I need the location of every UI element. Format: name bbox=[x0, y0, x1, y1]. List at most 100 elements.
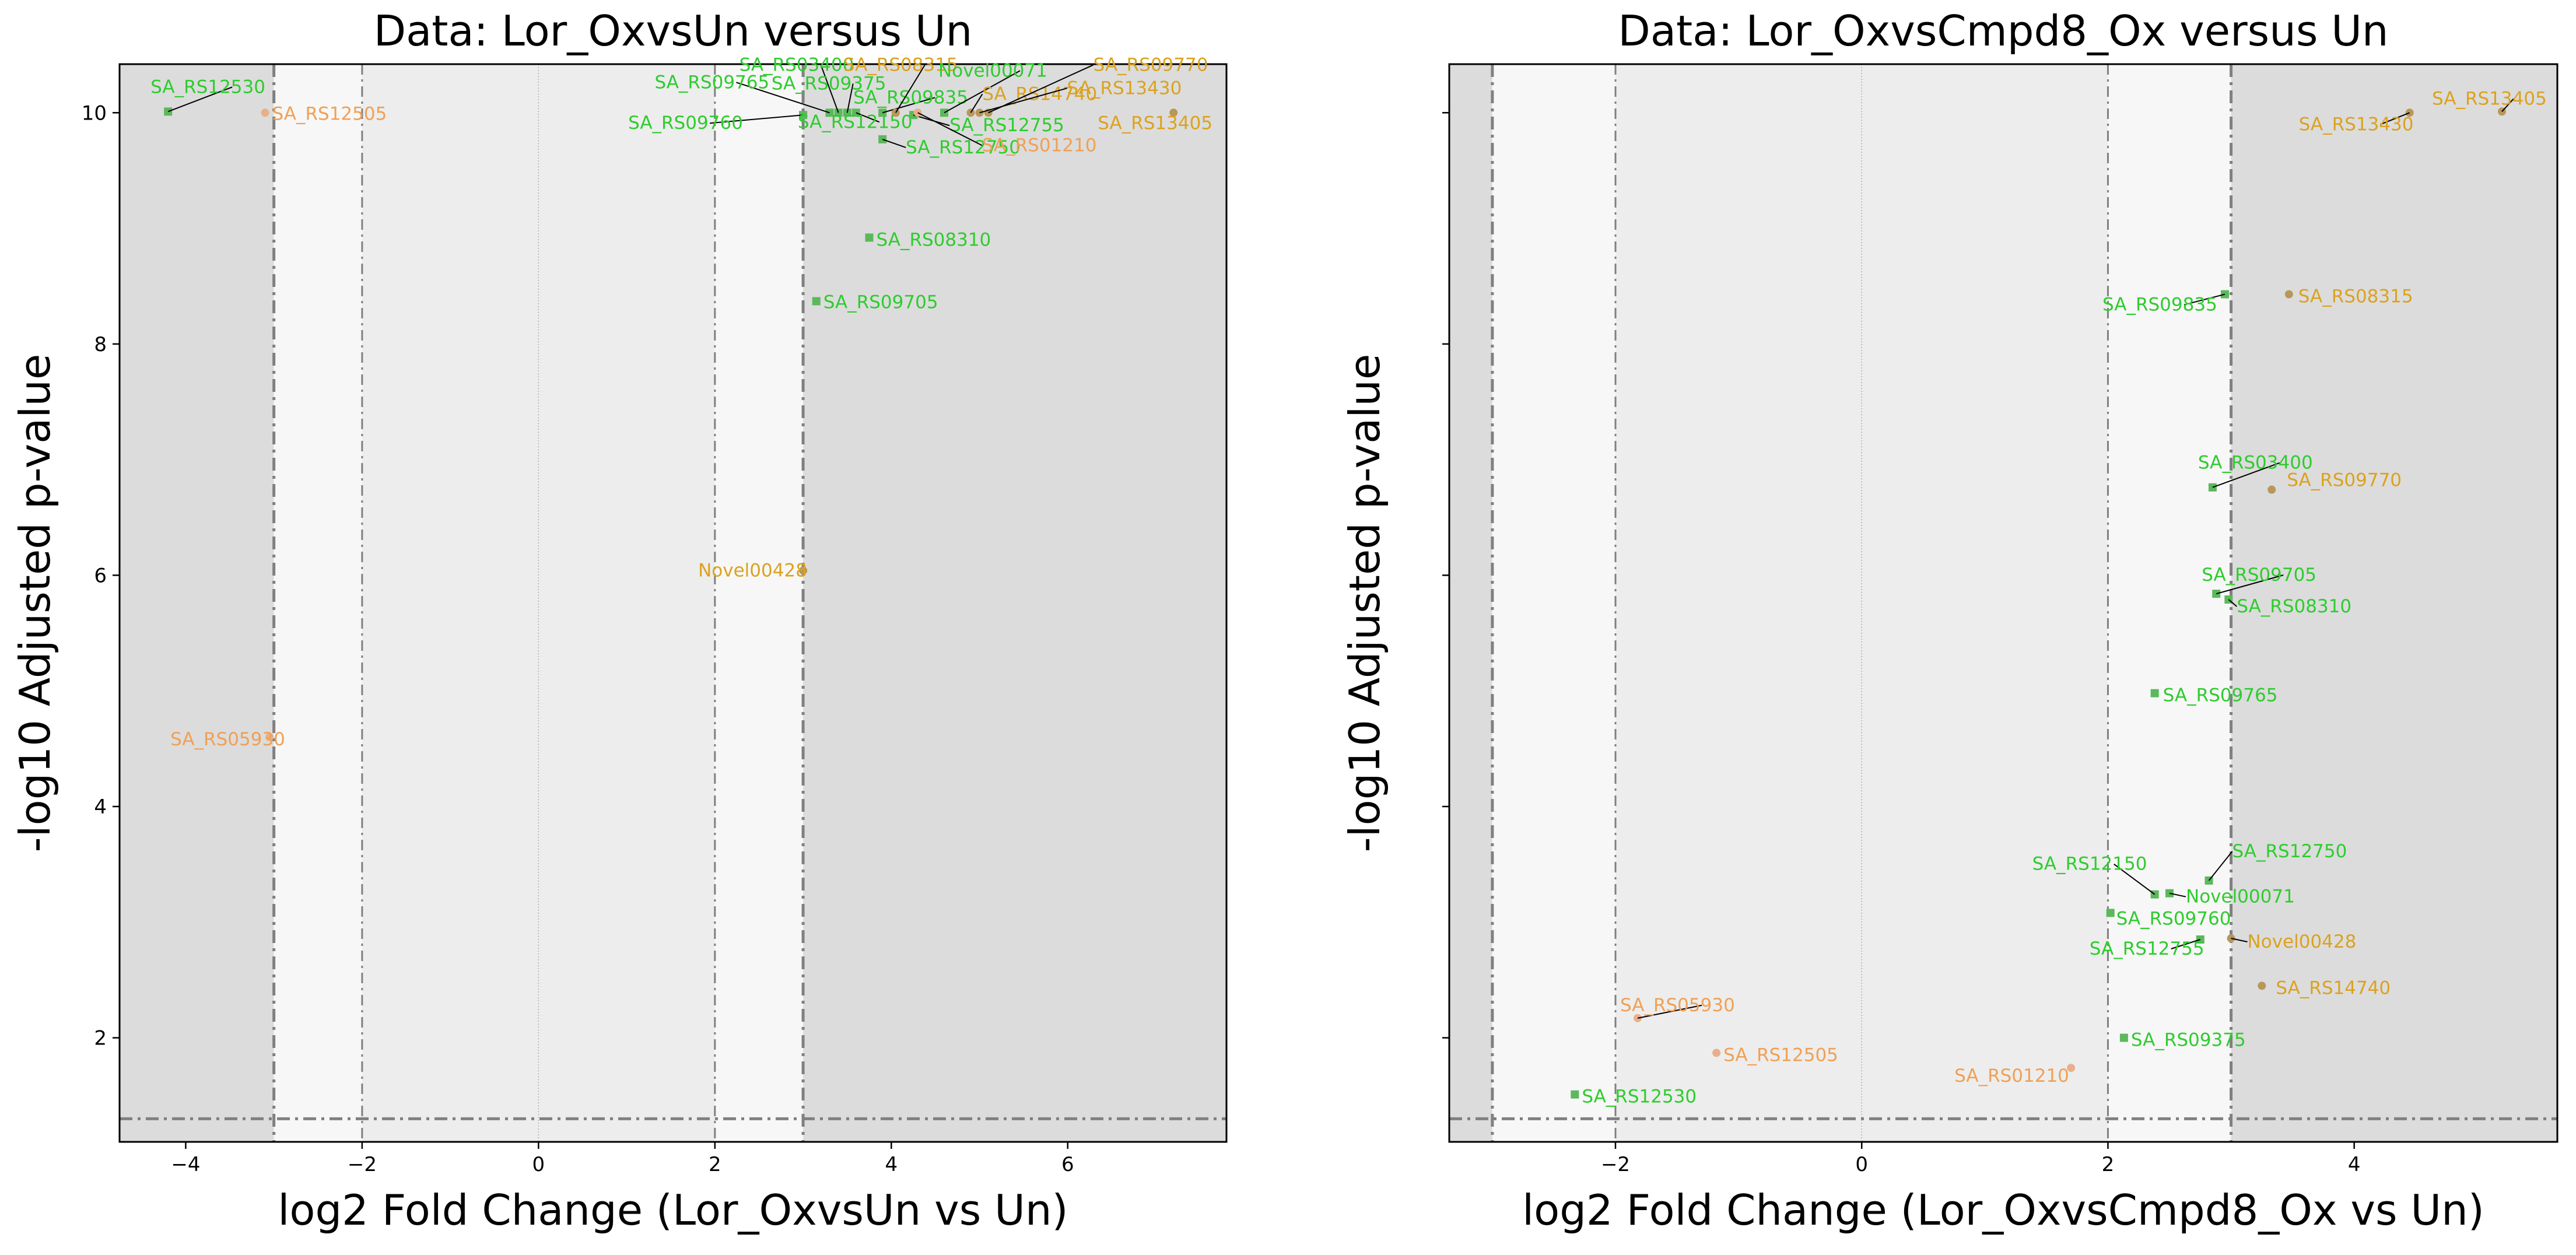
y-tick-label: 2 bbox=[94, 1027, 107, 1050]
label-leader bbox=[895, 64, 926, 113]
axes-frame bbox=[118, 63, 1228, 1143]
label-leader bbox=[820, 64, 839, 113]
point-label: SA_RS09770 bbox=[1094, 54, 1208, 75]
x-tick-label: 4 bbox=[885, 1153, 898, 1176]
point-marker bbox=[812, 297, 821, 306]
zone-mid-left bbox=[1492, 64, 1615, 1142]
zone-mid-right bbox=[2108, 64, 2231, 1142]
point-label: SA_RS05930 bbox=[1620, 995, 1735, 1016]
point-label: SA_RS09770 bbox=[2287, 470, 2402, 491]
point-label: SA_RS08310 bbox=[2237, 596, 2351, 617]
x-axis-label: log2 Fold Change (Lor_OxvsUn vs Un) bbox=[278, 1186, 1068, 1235]
point-label: SA_RS13405 bbox=[2432, 88, 2547, 109]
point-label: SA_RS09835 bbox=[853, 87, 968, 108]
x-tick-label: 2 bbox=[2102, 1153, 2115, 1176]
point-label: SA_RS12505 bbox=[1723, 1044, 1838, 1065]
y-axis-label: -log10 Adjusted p-value bbox=[10, 354, 59, 853]
label-leader bbox=[970, 93, 983, 113]
zone-outer-right bbox=[2231, 64, 2557, 1142]
point-label: Novel00428 bbox=[698, 560, 807, 581]
chart-panel-2: −2 0 2 4 Data: Lor_OxvsCmpd8_Ox versus Un log… bbox=[1340, 6, 2559, 1235]
label-leader bbox=[2114, 863, 2156, 895]
point-marker bbox=[2119, 1033, 2128, 1042]
x-tick-label: 6 bbox=[1061, 1153, 1074, 1176]
label-leader bbox=[2216, 574, 2284, 595]
point-marker bbox=[2258, 981, 2266, 990]
label-leader bbox=[2212, 462, 2280, 488]
point-label: SA_RS09375 bbox=[772, 73, 886, 94]
zone-mid-right bbox=[714, 64, 804, 1142]
label-leader bbox=[736, 82, 830, 114]
point-marker bbox=[1712, 1049, 1721, 1057]
point-label: Novel00071 bbox=[938, 60, 1047, 81]
point-label: SA_RS12755 bbox=[949, 115, 1064, 136]
zone-mid-left bbox=[274, 64, 362, 1142]
point-marker bbox=[2106, 909, 2115, 917]
point-label: SA_RS09765 bbox=[654, 72, 769, 93]
y-axis-label: -log10 Adjusted p-value bbox=[1340, 354, 1389, 853]
point-marker bbox=[2267, 485, 2276, 494]
label-leader bbox=[856, 112, 880, 123]
point-label: SA_RS12750 bbox=[2232, 841, 2347, 862]
x-tick-label: −2 bbox=[1601, 1153, 1630, 1176]
zone-outer-right bbox=[803, 64, 1226, 1142]
y-tick-label: 10 bbox=[82, 101, 107, 125]
chart-panel-1: −4 −2 0 2 4 6 2 4 6 8 10 Data: Lor_OxvsUn versus Un… bbox=[10, 6, 1228, 1235]
point-marker bbox=[2067, 1064, 2076, 1072]
label-leader bbox=[944, 70, 1021, 114]
point-label: SA_RS13430 bbox=[2299, 114, 2414, 135]
label-leader bbox=[2231, 938, 2248, 942]
point-label: SA_RS01210 bbox=[982, 135, 1097, 156]
point-marker bbox=[2284, 290, 2293, 299]
point-marker bbox=[2150, 689, 2159, 697]
point-label: SA_RS13430 bbox=[1067, 78, 1182, 99]
point-label: SA_RS09835 bbox=[2102, 295, 2217, 315]
point-label: SA_RS03400 bbox=[2198, 453, 2313, 474]
x-tick-label: −2 bbox=[348, 1153, 377, 1176]
label-leader bbox=[2501, 98, 2514, 112]
axes-frame bbox=[1448, 63, 2559, 1143]
y-tick-label: 6 bbox=[94, 564, 107, 587]
zone-outer-left bbox=[120, 64, 274, 1142]
point-marker bbox=[265, 733, 274, 742]
point-label: SA_RS12505 bbox=[272, 103, 387, 124]
zone-outer-left bbox=[1449, 64, 1492, 1142]
x-axis-label: log2 Fold Change (Lor_OxvsCmpd8_Ox vs Un… bbox=[1522, 1186, 2484, 1235]
x-tick-label: 0 bbox=[532, 1153, 545, 1176]
point-label: SA_RS12150 bbox=[2032, 854, 2147, 875]
point-label: SA_RS09705 bbox=[823, 292, 938, 313]
y-tick-label: 4 bbox=[94, 795, 107, 819]
point-label: SA_RS01210 bbox=[1954, 1065, 2069, 1086]
point-label: SA_RS09765 bbox=[2163, 685, 2278, 706]
point-marker bbox=[865, 233, 874, 242]
point-label: SA_RS14740 bbox=[982, 83, 1097, 104]
point-label: Novel00428 bbox=[2248, 931, 2357, 952]
label-leader bbox=[979, 87, 1067, 114]
point-label: SA_RS05930 bbox=[170, 729, 285, 750]
chart-title: Data: Lor_OxvsCmpd8_Ox versus Un bbox=[1618, 6, 2388, 55]
label-leader bbox=[846, 83, 854, 113]
x-tick-label: 0 bbox=[1855, 1153, 1868, 1176]
label-leader bbox=[167, 86, 233, 113]
label-leader bbox=[2171, 939, 2201, 949]
x-tick-label: 2 bbox=[709, 1153, 721, 1176]
point-label: SA_RS08315 bbox=[843, 54, 958, 75]
point-label: SA_RS09760 bbox=[2116, 908, 2231, 929]
point-label: SA_RS03400 bbox=[739, 54, 854, 75]
point-marker bbox=[799, 566, 808, 575]
point-label: SA_RS12755 bbox=[2090, 938, 2205, 959]
x-tick-label: 4 bbox=[2348, 1153, 2361, 1176]
label-leader bbox=[917, 112, 983, 146]
point-label: SA_RS09760 bbox=[628, 113, 743, 134]
label-leader bbox=[2228, 599, 2237, 607]
chart-title: Data: Lor_OxvsUn versus Un bbox=[374, 6, 973, 55]
x-tick-label: −4 bbox=[171, 1153, 200, 1176]
point-label: SA_RS09375 bbox=[2131, 1030, 2246, 1051]
label-leader bbox=[2208, 851, 2233, 881]
label-leader bbox=[1637, 1004, 1702, 1019]
point-label: Novel00071 bbox=[2186, 886, 2295, 907]
label-leader bbox=[882, 97, 935, 114]
point-marker bbox=[1571, 1090, 1579, 1099]
point-label: SA_RS14740 bbox=[2276, 977, 2391, 998]
